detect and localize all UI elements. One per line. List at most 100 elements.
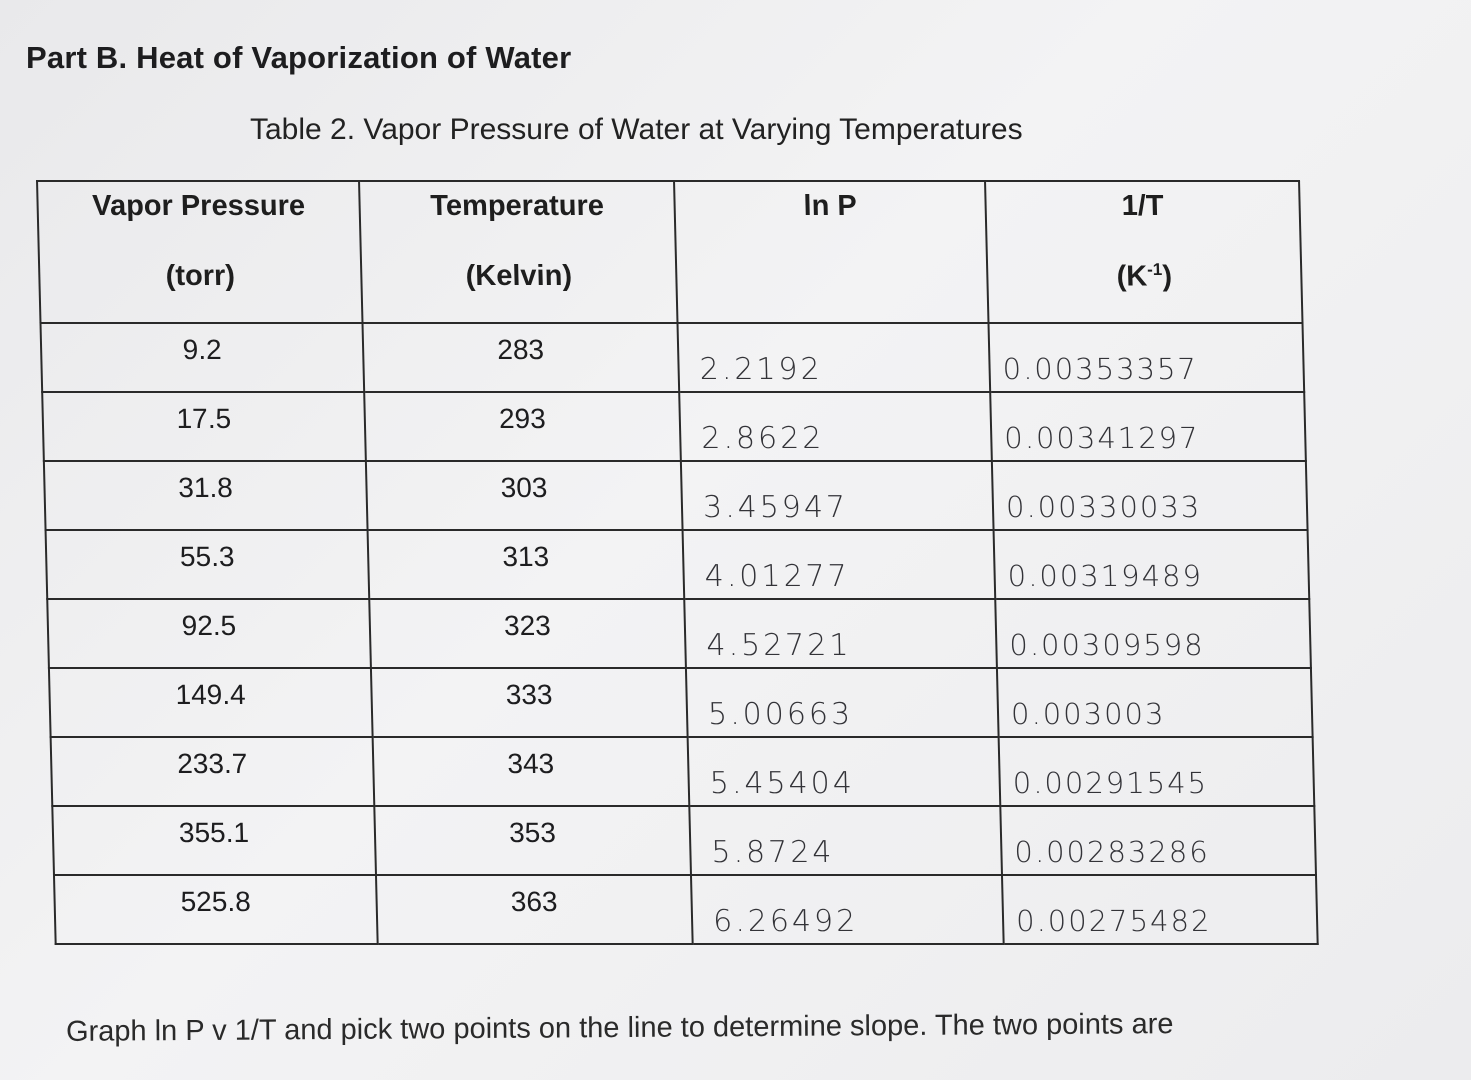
ln-p-cell-value: 5.8724: [711, 835, 835, 870]
temperature-cell: 293: [364, 392, 681, 461]
table-header-row: Vapor Pressure (torr) Temperature (Kelvi…: [37, 181, 1303, 323]
table-row: 9.2 283 2.2192 0.00353357: [40, 323, 1305, 392]
vapor-pressure-cell: 525.8: [53, 875, 378, 944]
header-vapor-pressure-label: Vapor Pressure: [91, 190, 306, 222]
header-ln-p-label: ln P: [803, 190, 858, 222]
ln-p-cell: 3.45947: [680, 461, 994, 530]
inverse-temperature-cell: 0.00309598: [995, 599, 1311, 668]
ln-p-cell-value: 5.45404: [709, 766, 856, 801]
vapor-pressure-cell-value: 31.8: [177, 472, 234, 503]
temperature-cell: 323: [369, 599, 686, 668]
vapor-pressure-cell: 55.3: [45, 530, 370, 599]
inverse-temperature-cell: 0.00353357: [988, 323, 1305, 392]
instruction-text: Graph ln P v 1/T and pick two points on …: [65, 1008, 1174, 1048]
vapor-pressure-cell-value: 525.8: [180, 886, 252, 917]
vapor-pressure-cell-value: 233.7: [176, 748, 248, 779]
table-row: 525.8 363 6.26492 0.00275482: [53, 875, 1318, 944]
ln-p-cell-value: 2.2192: [699, 352, 824, 387]
vapor-pressure-cell: 17.5: [42, 392, 366, 461]
vapor-pressure-cell: 233.7: [50, 737, 375, 806]
inverse-temperature-cell: 0.00275482: [1001, 875, 1318, 944]
ln-p-cell: 5.45404: [687, 737, 1001, 806]
temperature-cell: 333: [370, 668, 688, 737]
ln-p-cell-value: 3.45947: [702, 490, 849, 525]
temperature-cell: 283: [362, 323, 680, 392]
ln-p-cell-value: 6.26492: [712, 904, 859, 939]
ln-p-cell: 4.52721: [684, 599, 997, 668]
inverse-temperature-cell: 0.00291545: [998, 737, 1315, 806]
table-row: 31.8 303 3.45947 0.00330033: [43, 461, 1308, 530]
header-ln-p: ln P: [674, 181, 989, 323]
vapor-pressure-cell: 9.2: [40, 323, 365, 392]
header-temperature-unit: (Kelvin): [465, 260, 573, 292]
ln-p-cell-value: 4.52721: [705, 628, 852, 663]
vapor-pressure-cell-value: 9.2: [182, 334, 222, 365]
ln-p-cell-value: 2.8622: [700, 421, 825, 456]
table-row: 355.1 353 5.8724 0.00283286: [52, 806, 1316, 875]
unit-close: ): [1162, 260, 1173, 293]
header-inverse-temperature: 1/T (K-1): [985, 181, 1303, 323]
temperature-cell-value: 353: [508, 817, 557, 848]
ln-p-cell: 4.01277: [682, 530, 996, 599]
temperature-cell: 343: [372, 737, 690, 806]
temperature-cell-value: 363: [510, 886, 558, 917]
header-inverse-temperature-label: 1/T: [1121, 190, 1164, 222]
temperature-cell-value: 293: [498, 403, 547, 434]
inverse-temperature-cell-value: 0.00309598: [1008, 628, 1206, 662]
inverse-temperature-cell-value: 0.00291545: [1012, 766, 1209, 800]
table-row: 17.5 293 2.8622 0.00341297: [42, 392, 1306, 461]
table-row: 92.5 323 4.52721 0.00309598: [47, 599, 1311, 668]
temperature-cell: 353: [374, 806, 691, 875]
vapor-pressure-cell-value: 55.3: [179, 541, 235, 572]
vapor-pressure-table: Vapor Pressure (torr) Temperature (Kelvi…: [36, 180, 1319, 945]
ln-p-cell-value: 5.00663: [707, 697, 854, 732]
table-row: 233.7 343 5.45404 0.00291545: [50, 737, 1315, 806]
ln-p-cell: 6.26492: [690, 875, 1004, 944]
table-row: 149.4 333 5.00663 0.003003: [48, 668, 1313, 737]
vapor-pressure-cell-value: 92.5: [181, 610, 237, 641]
ln-p-cell: 2.8622: [679, 392, 992, 461]
inverse-temperature-cell-value: 0.00341297: [1003, 421, 1201, 455]
temperature-cell-value: 283: [496, 334, 545, 365]
header-temperature-label: Temperature: [429, 190, 605, 222]
inverse-temperature-cell-value: 0.00330033: [1005, 490, 1202, 524]
temperature-cell-value: 303: [500, 472, 548, 503]
temperature-cell-value: 343: [507, 748, 555, 779]
temperature-cell-value: 323: [503, 610, 552, 641]
ln-p-cell: 2.2192: [677, 323, 991, 392]
table-row: 55.3 313 4.01277 0.00319489: [45, 530, 1310, 599]
vapor-pressure-cell: 149.4: [48, 668, 373, 737]
inverse-temperature-cell-value: 0.00283286: [1014, 835, 1211, 869]
ln-p-cell: 5.00663: [685, 668, 999, 737]
header-inverse-temperature-unit: (K-1): [988, 260, 1301, 294]
inverse-temperature-cell: 0.00319489: [993, 530, 1310, 599]
header-vapor-pressure-unit: (torr): [165, 260, 236, 292]
temperature-cell-value: 313: [501, 541, 550, 572]
inverse-temperature-cell: 0.00330033: [991, 461, 1308, 530]
vapor-pressure-cell: 92.5: [47, 599, 371, 668]
ln-p-cell-value: 4.01277: [704, 559, 851, 594]
unit-exponent: -1: [1146, 260, 1163, 279]
header-vapor-pressure: Vapor Pressure (torr): [37, 181, 363, 323]
temperature-cell: 303: [365, 461, 683, 530]
vapor-pressure-cell-value: 149.4: [175, 679, 246, 710]
temperature-cell: 363: [375, 875, 693, 944]
inverse-temperature-cell: 0.00283286: [1000, 806, 1316, 875]
ln-p-cell: 5.8724: [689, 806, 1002, 875]
table-caption: Table 2. Vapor Pressure of Water at Vary…: [250, 113, 1023, 146]
inverse-temperature-cell-value: 0.00275482: [1015, 904, 1212, 938]
vapor-pressure-cell: 355.1: [52, 806, 376, 875]
inverse-temperature-cell-value: 0.00353357: [1002, 352, 1199, 386]
inverse-temperature-cell: 0.00341297: [990, 392, 1306, 461]
header-temperature: Temperature (Kelvin): [359, 181, 678, 323]
temperature-cell: 313: [367, 530, 685, 599]
table-body: 9.2 283 2.2192 0.00353357 17.5 293 2.8622 0.003…: [40, 323, 1318, 944]
temperature-cell-value: 333: [505, 679, 553, 710]
vapor-pressure-cell-value: 17.5: [176, 403, 232, 434]
inverse-temperature-cell: 0.003003: [996, 668, 1313, 737]
unit-base: (K: [1116, 260, 1148, 293]
inverse-temperature-cell-value: 0.00319489: [1007, 559, 1204, 593]
vapor-pressure-cell: 31.8: [43, 461, 368, 530]
vapor-pressure-cell-value: 355.1: [178, 817, 250, 848]
section-title: Part B. Heat of Vaporization of Water: [26, 40, 572, 75]
